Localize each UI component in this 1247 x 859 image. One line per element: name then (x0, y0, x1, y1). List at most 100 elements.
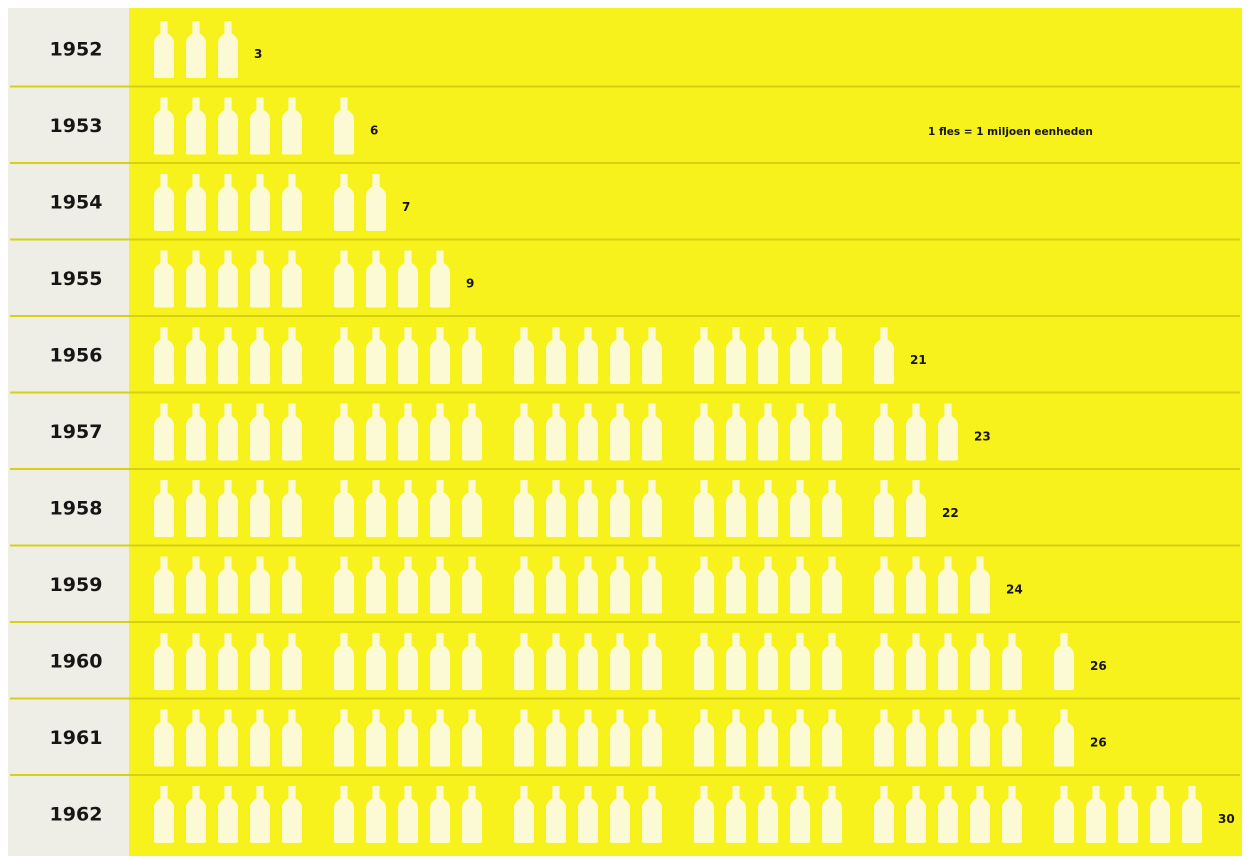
milk-bottle-icon (790, 786, 810, 843)
chart-row: 1954 7 (10, 162, 1240, 231)
milk-bottle-icon (546, 327, 566, 384)
year-tick-label: 1962 (50, 803, 103, 825)
year-label-column (8, 8, 129, 856)
milk-bottle-icon (726, 327, 746, 384)
milk-bottle-icon (282, 709, 302, 767)
milk-bottle-icon (874, 556, 894, 614)
milk-bottle-icon (726, 709, 746, 767)
data-label: 9 (466, 277, 474, 291)
data-label: 26 (1090, 736, 1107, 750)
milk-bottle-icon (514, 556, 534, 614)
milk-bottle-icon (514, 633, 534, 690)
milk-bottle-icon (694, 327, 714, 384)
milk-bottle-icon (546, 403, 566, 461)
milk-bottle-icon (642, 709, 662, 767)
milk-bottle-icon (906, 633, 926, 690)
milk-bottle-icon (578, 556, 598, 614)
milk-bottle-icon (430, 327, 450, 384)
milk-bottle-icon (790, 480, 810, 537)
milk-bottle-icon (282, 250, 302, 308)
milk-bottle-icon (366, 174, 386, 231)
year-tick-label: 1953 (50, 115, 103, 137)
milk-bottle-icon (642, 633, 662, 690)
chart-row: 1958 22 (10, 468, 1240, 537)
milk-bottle-icon (610, 403, 630, 461)
milk-bottle-icon (186, 327, 206, 384)
data-label: 24 (1006, 583, 1023, 597)
chart-row: 1959 24 (10, 544, 1240, 614)
chart-panel (129, 8, 1242, 856)
milk-bottle-icon (874, 786, 894, 843)
milk-bottle-icon (218, 633, 238, 690)
milk-bottle-icon (546, 556, 566, 614)
milk-bottle-icon (1182, 786, 1202, 843)
data-label: 30 (1218, 812, 1235, 826)
milk-bottle-icon (430, 786, 450, 843)
milk-bottle-icon (1054, 633, 1074, 690)
milk-bottle-icon (462, 327, 482, 384)
milk-bottle-icon (938, 403, 958, 461)
milk-bottle-icon (1054, 786, 1074, 843)
milk-bottle-icon (334, 556, 354, 614)
milk-bottle-icon (250, 250, 270, 308)
milk-bottle-icon (938, 786, 958, 843)
milk-bottle-icon (218, 250, 238, 308)
milk-bottle-icon (218, 174, 238, 231)
year-tick-label: 1960 (50, 650, 103, 672)
milk-bottle-icon (154, 480, 174, 537)
year-tick-label: 1954 (50, 191, 103, 213)
milk-bottle-icon (218, 709, 238, 767)
chart-row: 1962 30 (10, 774, 1240, 843)
milk-bottle-icon (282, 174, 302, 231)
milk-bottle-icon (906, 480, 926, 537)
chart-row: 1955 9 (10, 238, 1240, 308)
milk-bottle-icon (642, 556, 662, 614)
milk-bottle-icon (726, 556, 746, 614)
milk-bottle-icon (642, 327, 662, 384)
milk-bottle-icon (218, 327, 238, 384)
milk-bottle-icon (366, 786, 386, 843)
milk-bottle-icon (758, 480, 778, 537)
milk-bottle-icon (642, 403, 662, 461)
milk-bottle-icon (514, 786, 534, 843)
milk-bottle-icon (938, 556, 958, 614)
milk-bottle-icon (154, 709, 174, 767)
milk-bottle-icon (218, 480, 238, 537)
milk-bottle-icon (334, 480, 354, 537)
chart-row: 1960 26 (10, 621, 1240, 690)
milk-bottle-icon (822, 556, 842, 614)
milk-bottle-icon (1150, 786, 1170, 843)
year-tick-label: 1952 (50, 38, 103, 60)
milk-bottle-icon (154, 97, 174, 155)
milk-bottle-icon (610, 786, 630, 843)
milk-bottle-icon (790, 709, 810, 767)
year-tick-label: 1958 (50, 497, 103, 519)
milk-bottle-icon (250, 633, 270, 690)
milk-bottle-icon (366, 250, 386, 308)
data-label: 6 (370, 124, 378, 138)
milk-bottle-icon (790, 556, 810, 614)
milk-bottle-icon (154, 21, 174, 78)
milk-bottle-icon (822, 403, 842, 461)
milk-bottle-icon (154, 174, 174, 231)
milk-bottle-icon (874, 327, 894, 384)
milk-bottle-icon (642, 480, 662, 537)
milk-bottle-icon (334, 174, 354, 231)
milk-bottle-icon (790, 403, 810, 461)
milk-bottle-icon (398, 327, 418, 384)
milk-bottle-icon (250, 403, 270, 461)
milk-bottle-icon (822, 786, 842, 843)
milk-bottle-icon (282, 633, 302, 690)
milk-bottle-icon (822, 633, 842, 690)
milk-bottle-icon (1086, 786, 1106, 843)
milk-bottle-icon (790, 327, 810, 384)
milk-bottle-icon (578, 327, 598, 384)
milk-bottle-icon (546, 633, 566, 690)
milk-bottle-icon (250, 709, 270, 767)
milk-bottle-icon (334, 633, 354, 690)
milk-bottle-icon (1054, 709, 1074, 767)
milk-bottle-icon (906, 403, 926, 461)
milk-bottle-icon (970, 786, 990, 843)
